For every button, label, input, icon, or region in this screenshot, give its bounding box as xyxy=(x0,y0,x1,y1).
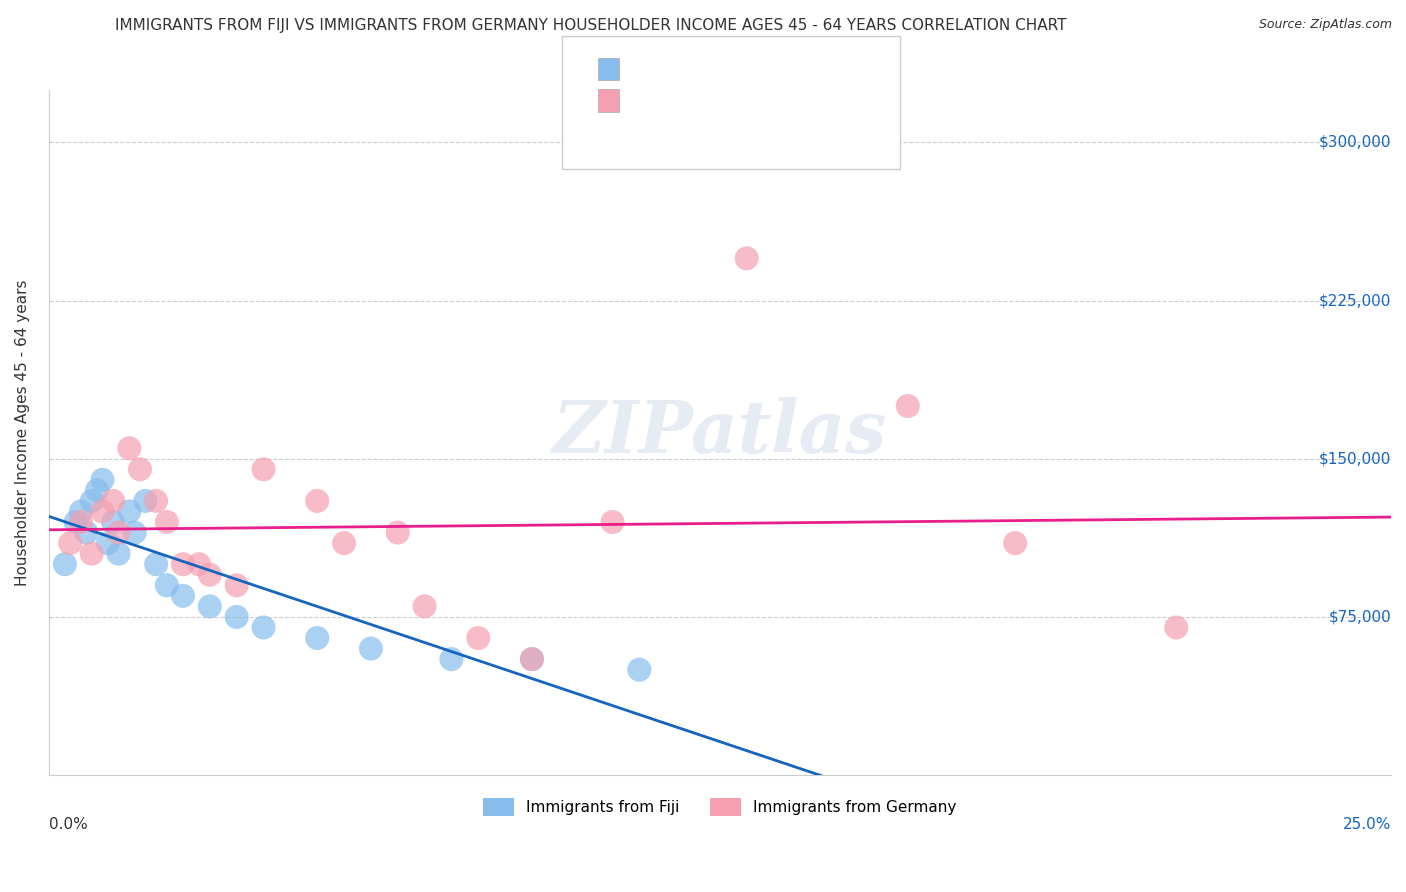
Point xyxy=(75,525,97,540)
Point xyxy=(59,536,82,550)
Point xyxy=(145,558,167,572)
Text: IMMIGRANTS FROM FIJI VS IMMIGRANTS FROM GERMANY HOUSEHOLDER INCOME AGES 45 - 64 : IMMIGRANTS FROM FIJI VS IMMIGRANTS FROM … xyxy=(115,18,1066,33)
Point xyxy=(129,462,152,476)
Point xyxy=(413,599,436,614)
Text: $225,000: $225,000 xyxy=(1319,293,1391,308)
Point xyxy=(134,494,156,508)
Point xyxy=(333,536,356,550)
Point xyxy=(520,652,543,666)
Point xyxy=(91,504,114,518)
Text: ZIPatlas: ZIPatlas xyxy=(553,397,887,468)
Point xyxy=(1166,620,1188,634)
Point xyxy=(225,610,247,624)
Point xyxy=(198,567,221,582)
Point xyxy=(70,515,93,529)
Point xyxy=(897,399,920,413)
Text: Source: ZipAtlas.com: Source: ZipAtlas.com xyxy=(1258,18,1392,31)
Point xyxy=(80,494,103,508)
Point xyxy=(145,494,167,508)
Point xyxy=(252,462,274,476)
Point xyxy=(107,547,129,561)
Point xyxy=(467,631,489,645)
Point xyxy=(156,578,179,592)
Y-axis label: Householder Income Ages 45 - 64 years: Householder Income Ages 45 - 64 years xyxy=(15,279,30,586)
Point xyxy=(198,599,221,614)
Text: 0.0%: 0.0% xyxy=(49,817,87,832)
Point xyxy=(118,504,141,518)
Point xyxy=(65,515,87,529)
Point xyxy=(307,631,329,645)
Point xyxy=(252,620,274,634)
Point xyxy=(440,652,463,666)
Point xyxy=(53,558,76,572)
Point xyxy=(80,547,103,561)
Point xyxy=(97,536,120,550)
Point xyxy=(387,525,409,540)
Point xyxy=(602,515,624,529)
Point xyxy=(735,252,758,266)
Text: $300,000: $300,000 xyxy=(1319,135,1391,150)
Point xyxy=(101,494,124,508)
Text: $150,000: $150,000 xyxy=(1319,451,1391,467)
Point xyxy=(225,578,247,592)
Point xyxy=(156,515,179,529)
Point xyxy=(91,473,114,487)
Point xyxy=(70,504,93,518)
Point xyxy=(360,641,382,656)
Legend: Immigrants from Fiji, Immigrants from Germany: Immigrants from Fiji, Immigrants from Ge… xyxy=(477,791,963,822)
Point xyxy=(101,515,124,529)
Point xyxy=(124,525,146,540)
Point xyxy=(628,663,651,677)
Text: 25.0%: 25.0% xyxy=(1343,817,1391,832)
Point xyxy=(172,589,194,603)
Point xyxy=(188,558,211,572)
Text: $75,000: $75,000 xyxy=(1329,609,1391,624)
Text: R = -0.492  N = 24: R = -0.492 N = 24 xyxy=(626,60,770,74)
Point xyxy=(86,483,108,498)
Point xyxy=(107,525,129,540)
Point xyxy=(1004,536,1026,550)
Point xyxy=(520,652,543,666)
Point xyxy=(307,494,329,508)
Point xyxy=(172,558,194,572)
Point xyxy=(118,441,141,455)
Text: R = -0.064  N = 26: R = -0.064 N = 26 xyxy=(626,91,770,105)
